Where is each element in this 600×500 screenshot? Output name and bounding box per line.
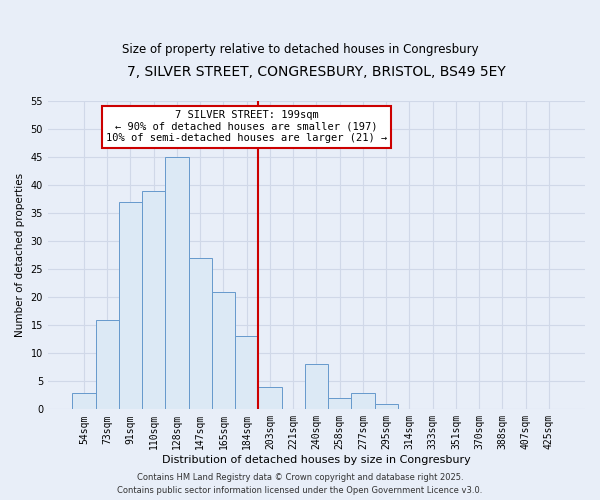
Title: 7, SILVER STREET, CONGRESBURY, BRISTOL, BS49 5EY: 7, SILVER STREET, CONGRESBURY, BRISTOL, … [127, 65, 506, 79]
Text: Size of property relative to detached houses in Congresbury: Size of property relative to detached ho… [122, 42, 478, 56]
Bar [328, 398, 352, 409]
Bar [73, 392, 95, 409]
Text: 7 SILVER STREET: 199sqm
← 90% of detached houses are smaller (197)
10% of semi-d: 7 SILVER STREET: 199sqm ← 90% of detache… [106, 110, 387, 144]
Bar [119, 202, 142, 410]
Bar [259, 387, 281, 409]
Bar [352, 392, 374, 409]
X-axis label: Distribution of detached houses by size in Congresbury: Distribution of detached houses by size … [162, 455, 471, 465]
Bar [374, 404, 398, 409]
Bar [188, 258, 212, 410]
Y-axis label: Number of detached properties: Number of detached properties [15, 173, 25, 337]
Bar [142, 190, 166, 410]
Bar [212, 292, 235, 410]
Bar [166, 157, 188, 409]
Text: Contains HM Land Registry data © Crown copyright and database right 2025.
Contai: Contains HM Land Registry data © Crown c… [118, 474, 482, 495]
Bar [305, 364, 328, 410]
Bar [95, 320, 119, 410]
Bar [235, 336, 259, 409]
